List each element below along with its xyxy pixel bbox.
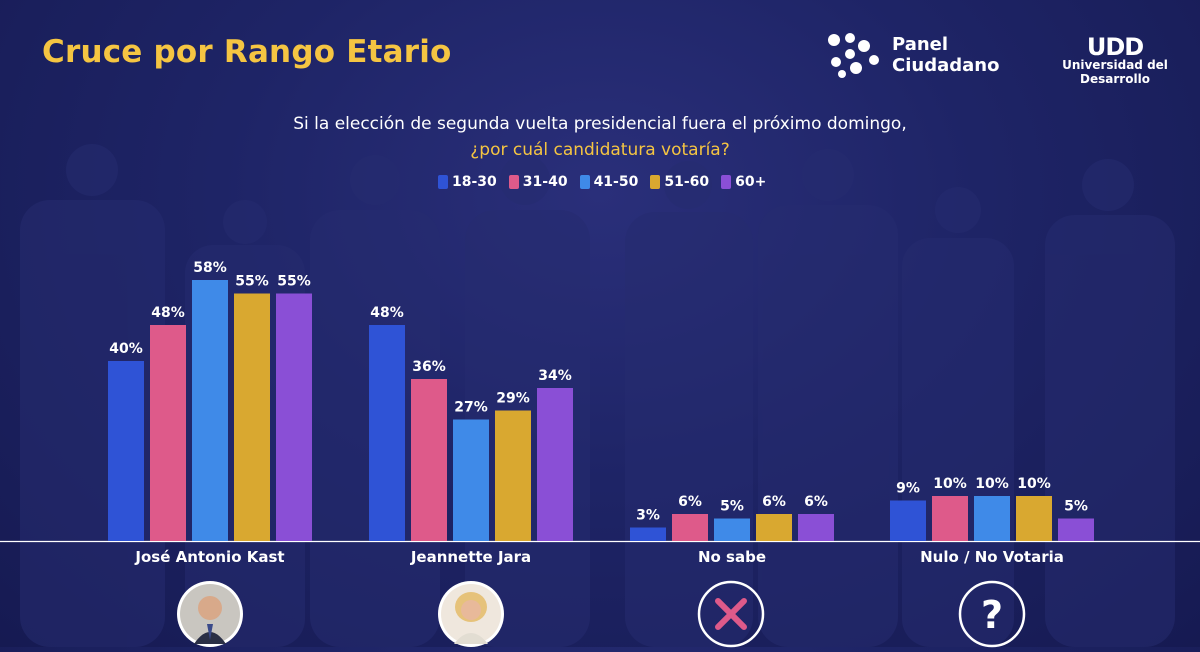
legend-item-31-40: 31-40 [508,174,568,190]
data-label: 6% [678,494,702,510]
panel-ciudadano-logo: Panel Ciudadano [826,30,999,80]
data-label: 9% [896,481,920,497]
legend-item-41-50: 41-50 [579,174,639,190]
data-label: 3% [636,508,660,524]
data-label: 6% [804,494,828,510]
legend-label: 51-60 [664,174,710,190]
data-label: 29% [496,391,530,407]
bar-60+ [537,388,573,541]
legend-swatch [579,175,590,189]
data-label: 27% [454,400,488,416]
udd-name: Universidad del Desarrollo [1062,58,1168,86]
bar-31-40 [411,379,447,541]
category-label: José Antonio Kast [134,548,284,566]
bar-51-60 [495,410,531,541]
svg-text:?: ? [981,593,1003,637]
bar-41-50 [453,419,489,541]
candidate-kast-photo [176,580,244,648]
category-label: Nulo / No Votaria [920,548,1064,566]
legend-label: 18-30 [452,174,497,190]
question-mark-icon: ? [958,580,1026,648]
bar-41-50 [974,496,1010,541]
panel-word: Panel [892,34,949,55]
legend-swatch [650,175,661,189]
data-label: 6% [762,494,786,510]
bar-18-30 [890,500,926,541]
bar-18-30 [630,527,666,541]
legend-swatch [721,175,732,189]
udd-logo: UDD Universidad del Desarrollo [1030,33,1200,86]
legend-item-51-60: 51-60 [650,174,709,190]
bar-18-30 [108,361,144,541]
legend-item-60+: 60+ [721,174,766,190]
data-label: 58% [193,260,227,276]
legend-item-18-30: 18-30 [438,174,497,190]
data-label: 10% [975,476,1009,492]
bar-41-50 [192,280,228,541]
bar-51-60 [1016,496,1052,541]
legend-label: 41-50 [593,174,639,190]
legend-label: 60+ [735,174,767,190]
data-label: 5% [720,499,744,515]
data-label: 40% [109,341,143,357]
question-line-2: ¿por cuál candidatura votaría? [470,140,730,160]
category-label: No sabe [698,548,766,566]
bar-60+ [1058,518,1094,541]
legend-label: 31-40 [522,174,568,190]
bar-60+ [276,293,312,541]
data-label: 10% [933,476,967,492]
data-label: 48% [151,305,185,321]
bar-31-40 [672,514,708,541]
x-mark-icon [697,580,765,648]
panel-ciudadano-dots-icon [828,33,879,78]
bar-18-30 [369,325,405,541]
udd-mark: UDD [1086,33,1144,61]
question-line-1: Si la elección de segunda vuelta preside… [293,114,907,134]
bar-31-40 [932,496,968,541]
bar-60+ [798,514,834,541]
legend-swatch [438,175,448,189]
data-label: 48% [370,305,404,321]
data-label: 10% [1017,476,1051,492]
data-label: 55% [235,274,269,290]
ciudadano-word: Ciudadano [892,55,1000,76]
chart-legend: 18-30 31-40 41-50 51-60 60+ [438,174,766,190]
bar-41-50 [714,518,750,541]
data-label: 36% [412,359,446,375]
bar-51-60 [756,514,792,541]
data-label: 34% [538,368,572,384]
page-title: Cruce por Rango Etario [42,34,452,70]
data-label: 55% [277,274,311,290]
category-label: Jeannette Jara [410,548,531,566]
bar-51-60 [234,293,270,541]
data-label: 5% [1064,499,1088,515]
legend-swatch [508,175,519,189]
bar-31-40 [150,325,186,541]
candidate-jara-photo [437,580,505,648]
